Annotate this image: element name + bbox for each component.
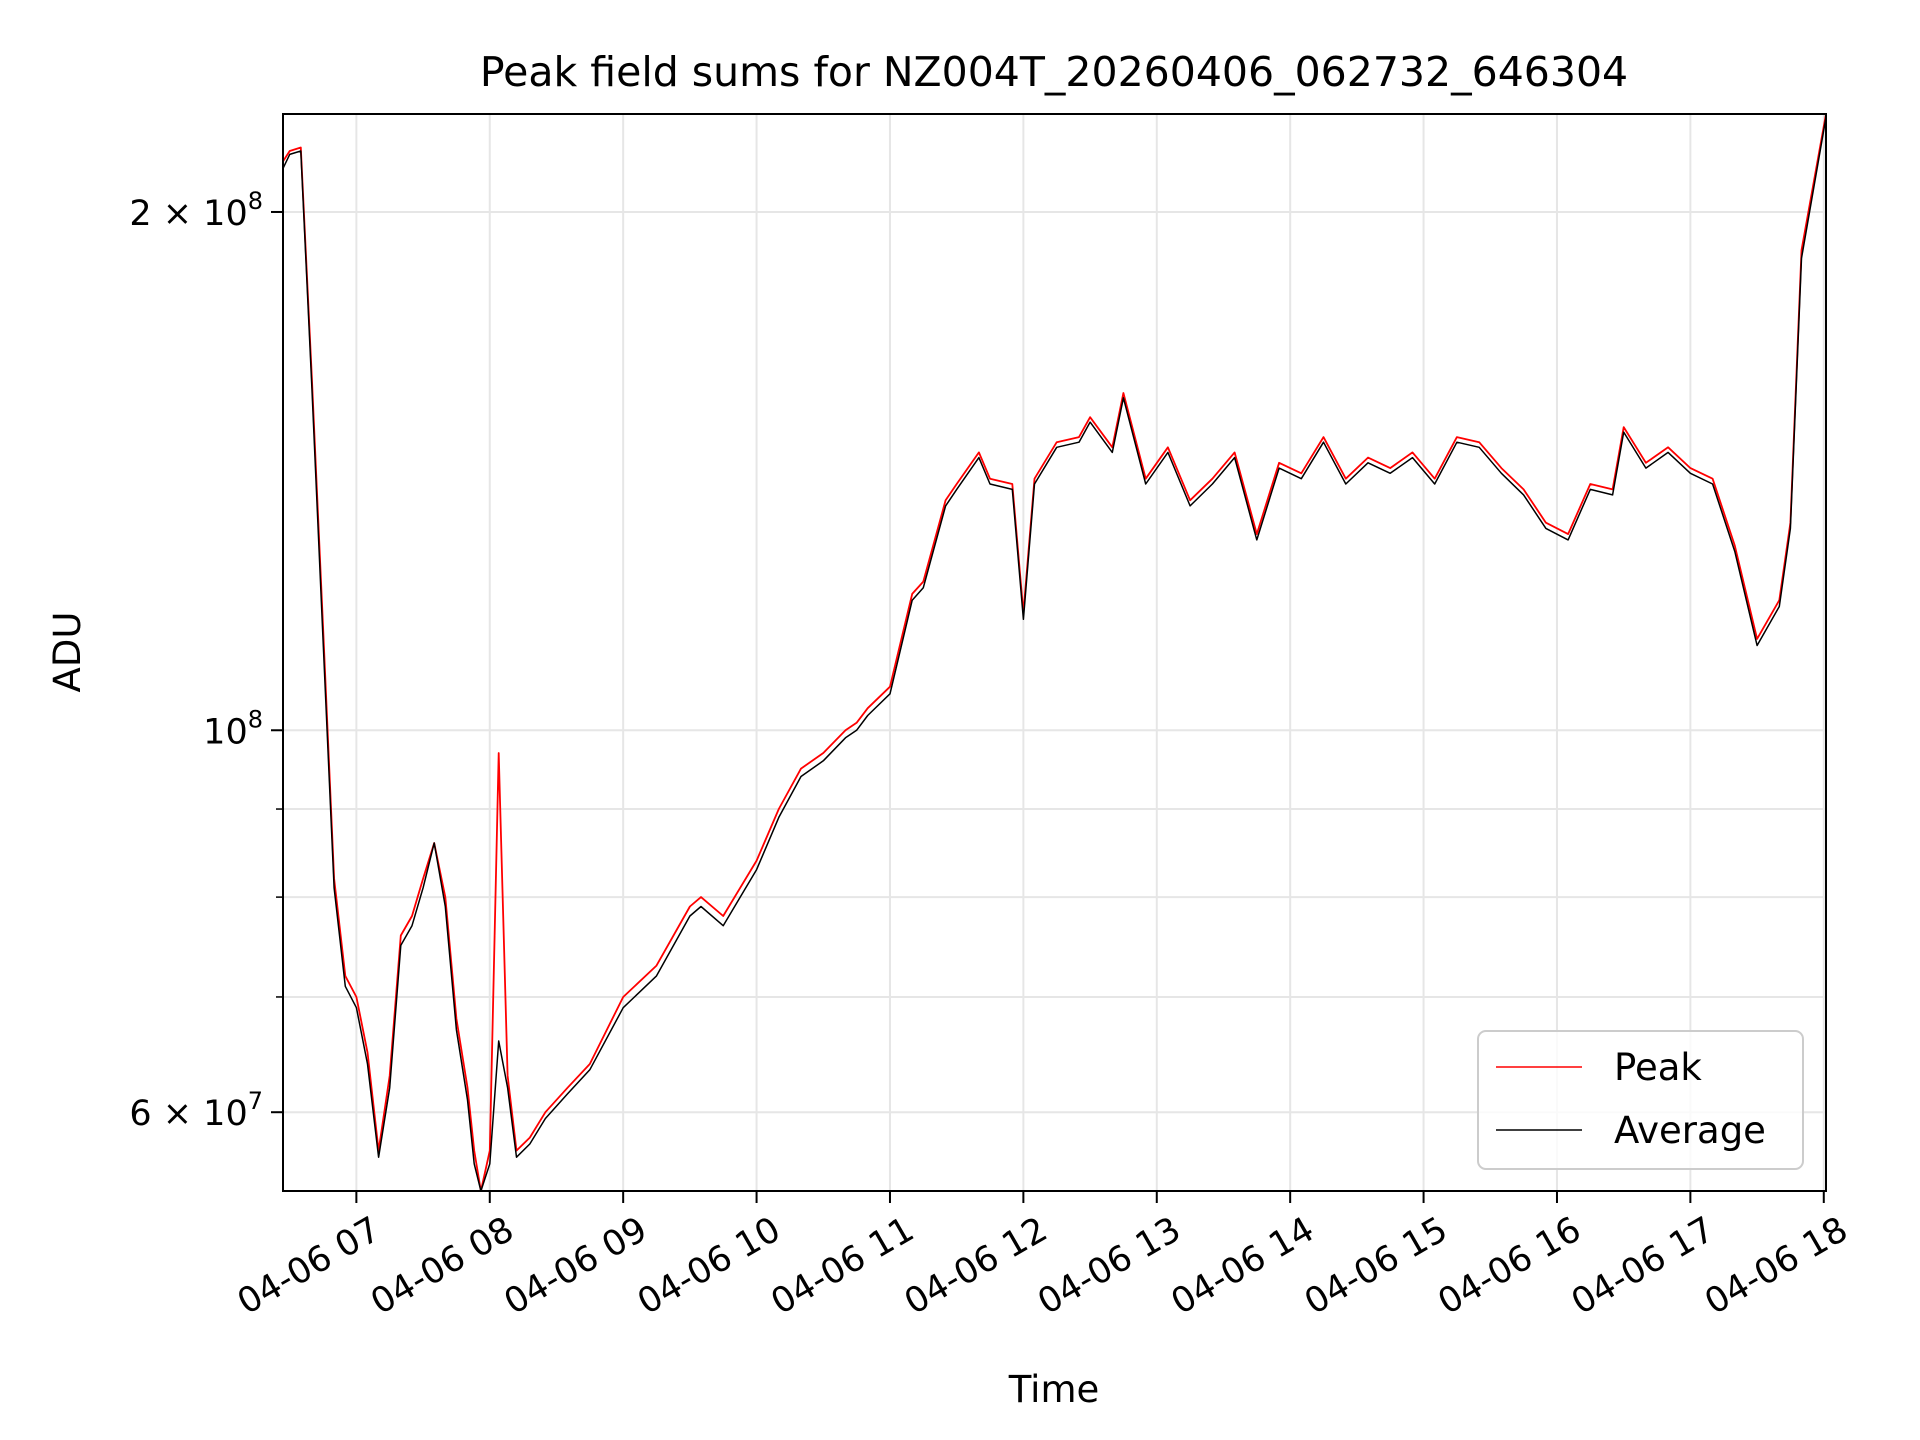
chart-title: Peak field sums for NZ004T_20260406_0627… xyxy=(480,48,1628,96)
x-axis-label: Time xyxy=(1008,1368,1100,1411)
plot-lines xyxy=(282,113,1827,1192)
plot-frame xyxy=(282,113,1827,1192)
legend-box xyxy=(1477,1030,1804,1170)
y-tick-label: 2 × 108 xyxy=(129,187,263,234)
y-axis: 2 × 108 108 6 × 107 xyxy=(129,187,283,1134)
legend-label-peak: Peak xyxy=(1614,1046,1702,1089)
legend-label-average: Average xyxy=(1614,1109,1766,1152)
y-tick-label: 6 × 107 xyxy=(129,1087,263,1134)
average-line xyxy=(282,117,1827,1192)
legend: Peak Average xyxy=(1477,1030,1804,1170)
y-tick-label: 108 xyxy=(203,705,263,752)
peak-line xyxy=(282,113,1827,1192)
y-axis-label: ADU xyxy=(46,612,89,693)
